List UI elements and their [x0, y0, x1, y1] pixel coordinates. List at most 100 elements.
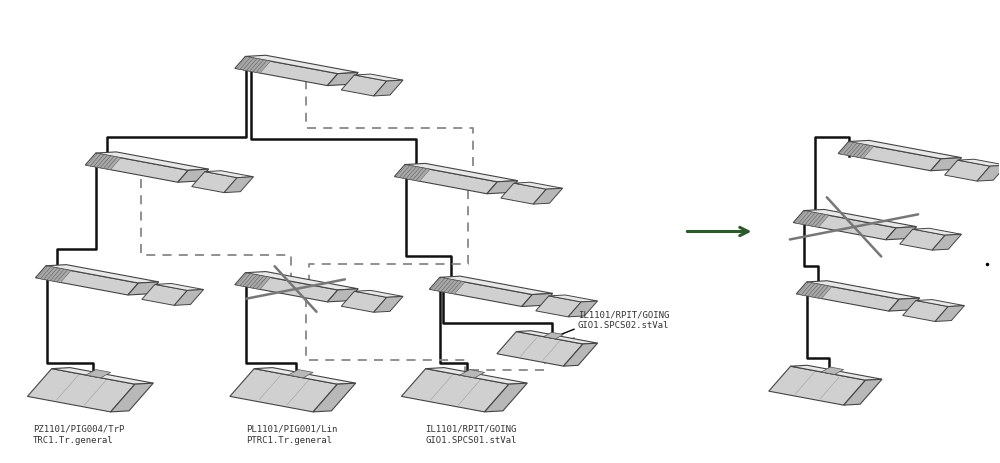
Polygon shape: [246, 58, 261, 71]
Polygon shape: [27, 369, 135, 412]
Polygon shape: [47, 268, 61, 281]
Polygon shape: [451, 282, 465, 294]
Polygon shape: [374, 296, 403, 312]
Polygon shape: [85, 153, 188, 182]
Polygon shape: [444, 280, 458, 293]
Polygon shape: [413, 168, 427, 181]
Polygon shape: [100, 156, 114, 169]
Polygon shape: [935, 306, 964, 321]
Polygon shape: [889, 298, 920, 311]
Polygon shape: [913, 228, 961, 235]
Polygon shape: [429, 277, 532, 307]
Polygon shape: [256, 60, 270, 73]
Polygon shape: [840, 142, 854, 155]
Polygon shape: [327, 73, 358, 86]
Polygon shape: [945, 160, 990, 181]
Polygon shape: [856, 145, 871, 157]
Polygon shape: [245, 271, 358, 290]
Polygon shape: [533, 188, 563, 204]
Polygon shape: [237, 273, 251, 286]
Polygon shape: [246, 275, 261, 288]
Polygon shape: [932, 234, 961, 250]
Polygon shape: [805, 283, 819, 296]
Polygon shape: [253, 276, 267, 289]
Polygon shape: [916, 300, 964, 307]
Polygon shape: [843, 143, 857, 155]
Polygon shape: [850, 144, 864, 156]
Polygon shape: [205, 171, 253, 178]
Polygon shape: [460, 369, 485, 378]
Polygon shape: [155, 283, 204, 290]
Polygon shape: [903, 300, 948, 321]
Polygon shape: [811, 214, 826, 226]
Polygon shape: [440, 276, 553, 294]
Polygon shape: [814, 285, 829, 298]
Polygon shape: [438, 279, 452, 292]
Polygon shape: [853, 144, 867, 157]
Polygon shape: [97, 155, 111, 168]
Polygon shape: [931, 157, 961, 171]
Polygon shape: [52, 368, 153, 384]
Polygon shape: [405, 163, 518, 182]
Polygon shape: [401, 369, 509, 412]
Polygon shape: [399, 165, 414, 178]
Polygon shape: [441, 280, 455, 292]
Polygon shape: [224, 177, 253, 193]
Polygon shape: [805, 213, 819, 225]
Polygon shape: [327, 289, 358, 302]
Polygon shape: [497, 332, 583, 366]
Polygon shape: [245, 55, 358, 74]
Polygon shape: [434, 278, 448, 291]
Polygon shape: [230, 369, 337, 412]
Polygon shape: [807, 281, 920, 299]
Text: PZ1101/PIG004/TrP
TRC1.Tr.general: PZ1101/PIG004/TrP TRC1.Tr.general: [33, 425, 125, 445]
Polygon shape: [341, 291, 387, 312]
Polygon shape: [426, 368, 527, 384]
Polygon shape: [860, 145, 874, 158]
Polygon shape: [886, 227, 917, 240]
Polygon shape: [54, 269, 68, 282]
Polygon shape: [250, 59, 264, 72]
Polygon shape: [46, 265, 159, 283]
Polygon shape: [977, 165, 1000, 181]
Polygon shape: [796, 282, 899, 311]
Polygon shape: [431, 278, 445, 290]
Polygon shape: [568, 301, 597, 317]
Polygon shape: [403, 166, 417, 179]
Polygon shape: [313, 383, 356, 412]
Polygon shape: [516, 331, 598, 344]
Polygon shape: [90, 154, 104, 167]
Polygon shape: [235, 56, 338, 86]
Polygon shape: [804, 209, 917, 228]
Polygon shape: [142, 284, 187, 306]
Polygon shape: [240, 57, 254, 70]
Polygon shape: [844, 379, 882, 405]
Polygon shape: [849, 140, 961, 159]
Polygon shape: [243, 274, 257, 287]
Polygon shape: [485, 383, 527, 412]
Polygon shape: [44, 267, 58, 280]
Polygon shape: [178, 169, 209, 182]
Polygon shape: [103, 156, 118, 169]
Polygon shape: [544, 332, 564, 339]
Polygon shape: [793, 211, 896, 240]
Polygon shape: [86, 369, 111, 378]
Polygon shape: [416, 169, 430, 181]
Polygon shape: [801, 283, 815, 295]
Polygon shape: [96, 152, 209, 170]
Polygon shape: [514, 182, 563, 189]
Polygon shape: [900, 229, 945, 250]
Polygon shape: [235, 273, 338, 302]
Polygon shape: [798, 212, 812, 224]
Polygon shape: [240, 274, 254, 286]
Polygon shape: [409, 167, 423, 180]
Polygon shape: [815, 214, 829, 227]
Polygon shape: [192, 172, 237, 193]
Polygon shape: [838, 142, 941, 171]
Text: PL1101/PIG001/Lin
PTRC1.Tr.general: PL1101/PIG001/Lin PTRC1.Tr.general: [246, 425, 337, 445]
Polygon shape: [341, 75, 387, 96]
Polygon shape: [808, 284, 822, 297]
Polygon shape: [94, 155, 108, 167]
Polygon shape: [821, 367, 844, 375]
Polygon shape: [549, 295, 597, 302]
